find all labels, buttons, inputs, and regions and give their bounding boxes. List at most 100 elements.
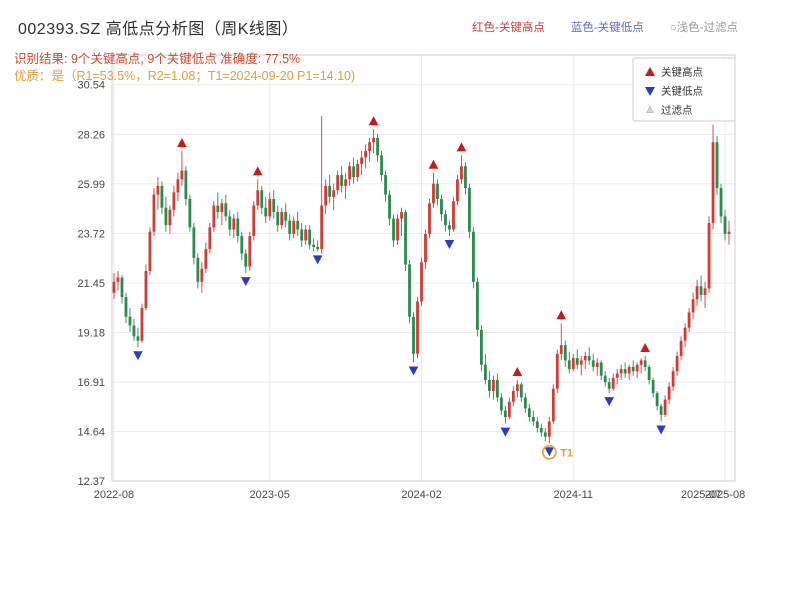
x-axis-labels: 2022-08 2023-05 2024-02 2024-11 2025-072025-… — [94, 489, 745, 501]
x-tick-label: 2022-08 — [94, 489, 134, 501]
candle — [464, 161, 467, 195]
y-tick-label: 21.45 — [77, 278, 105, 290]
candle — [212, 201, 216, 232]
candle — [515, 380, 519, 398]
candle — [480, 325, 483, 372]
candle — [699, 275, 703, 302]
candle — [715, 135, 719, 195]
candle — [124, 292, 128, 324]
candle — [400, 207, 403, 237]
candle — [156, 177, 160, 210]
candle — [683, 323, 687, 348]
candle — [623, 362, 627, 378]
candle — [384, 170, 387, 202]
candle — [539, 423, 543, 437]
candle — [272, 190, 276, 219]
key-high-marker-icon — [512, 367, 523, 377]
t1-label: T1 — [560, 447, 573, 459]
candle — [284, 203, 288, 228]
candle — [332, 183, 336, 210]
candle — [476, 277, 479, 337]
candle — [456, 174, 459, 206]
candle — [160, 181, 164, 215]
candle — [531, 410, 535, 426]
candle — [148, 227, 152, 276]
candle — [675, 351, 679, 376]
candle — [659, 404, 663, 422]
y-tick-label: 28.26 — [77, 129, 105, 141]
candle — [404, 209, 407, 271]
candle — [336, 170, 340, 195]
candle — [567, 351, 571, 374]
candle — [691, 292, 695, 319]
candle — [711, 124, 715, 230]
candles — [112, 116, 731, 444]
key-low-marker-icon — [444, 240, 455, 250]
header-legend-key-high: 红色-关键高点 — [472, 22, 545, 34]
candle — [440, 194, 443, 221]
header-legend-filtered: ○浅色-过滤点 — [669, 22, 738, 34]
candle — [140, 303, 144, 343]
candle — [444, 209, 447, 232]
candle — [308, 225, 312, 250]
candle — [376, 133, 379, 162]
candle — [320, 116, 324, 254]
candle — [164, 196, 168, 232]
candle — [432, 172, 435, 208]
candle — [392, 214, 395, 247]
candle — [428, 198, 431, 239]
candle — [611, 373, 615, 391]
candle — [396, 214, 399, 245]
y-tick-label: 16.91 — [77, 377, 105, 389]
x-tick-label: 2024-02 — [401, 489, 441, 501]
candle — [236, 212, 240, 243]
candle — [408, 260, 411, 324]
candle — [300, 222, 304, 247]
plot-legend-box — [632, 57, 736, 122]
candle — [495, 373, 499, 402]
candle — [547, 417, 551, 444]
candle — [587, 347, 591, 365]
candle — [519, 382, 523, 402]
candle — [559, 323, 563, 361]
candle — [204, 242, 208, 274]
candle — [599, 360, 603, 381]
candle — [663, 395, 667, 418]
candle — [348, 161, 352, 186]
candle — [184, 166, 188, 206]
candle — [703, 281, 707, 309]
key-low-markers — [133, 240, 666, 457]
candle — [535, 417, 539, 433]
candle — [723, 209, 727, 241]
candle — [360, 150, 363, 175]
candle — [555, 349, 559, 394]
y-tick-label: 25.99 — [77, 179, 105, 191]
key-low-marker-icon — [500, 427, 511, 437]
candle — [244, 249, 248, 274]
key-low-marker-icon — [312, 255, 323, 265]
candle — [643, 356, 647, 372]
key-low-marker-icon — [544, 447, 555, 457]
candle — [112, 273, 116, 300]
x-tick-label: 2025-07 — [681, 489, 721, 501]
key-low-marker-icon — [240, 277, 251, 287]
candle — [388, 190, 391, 226]
candle — [412, 312, 415, 363]
header-legend-key-low: 蓝色-关键低点 — [570, 22, 644, 34]
candle — [551, 384, 555, 424]
candle — [256, 179, 260, 210]
key-low-marker-icon — [133, 351, 143, 361]
candle — [192, 222, 196, 265]
candle — [200, 262, 204, 293]
plot-legend-label: 关键低点 — [661, 85, 703, 98]
candle — [364, 144, 367, 169]
candle — [324, 179, 328, 215]
candle — [448, 220, 451, 237]
candle — [344, 172, 348, 199]
candle — [144, 264, 148, 311]
plot-legend-label: 关键高点 — [661, 66, 703, 79]
candle — [368, 137, 371, 162]
candle — [635, 362, 639, 378]
candle — [180, 150, 184, 186]
